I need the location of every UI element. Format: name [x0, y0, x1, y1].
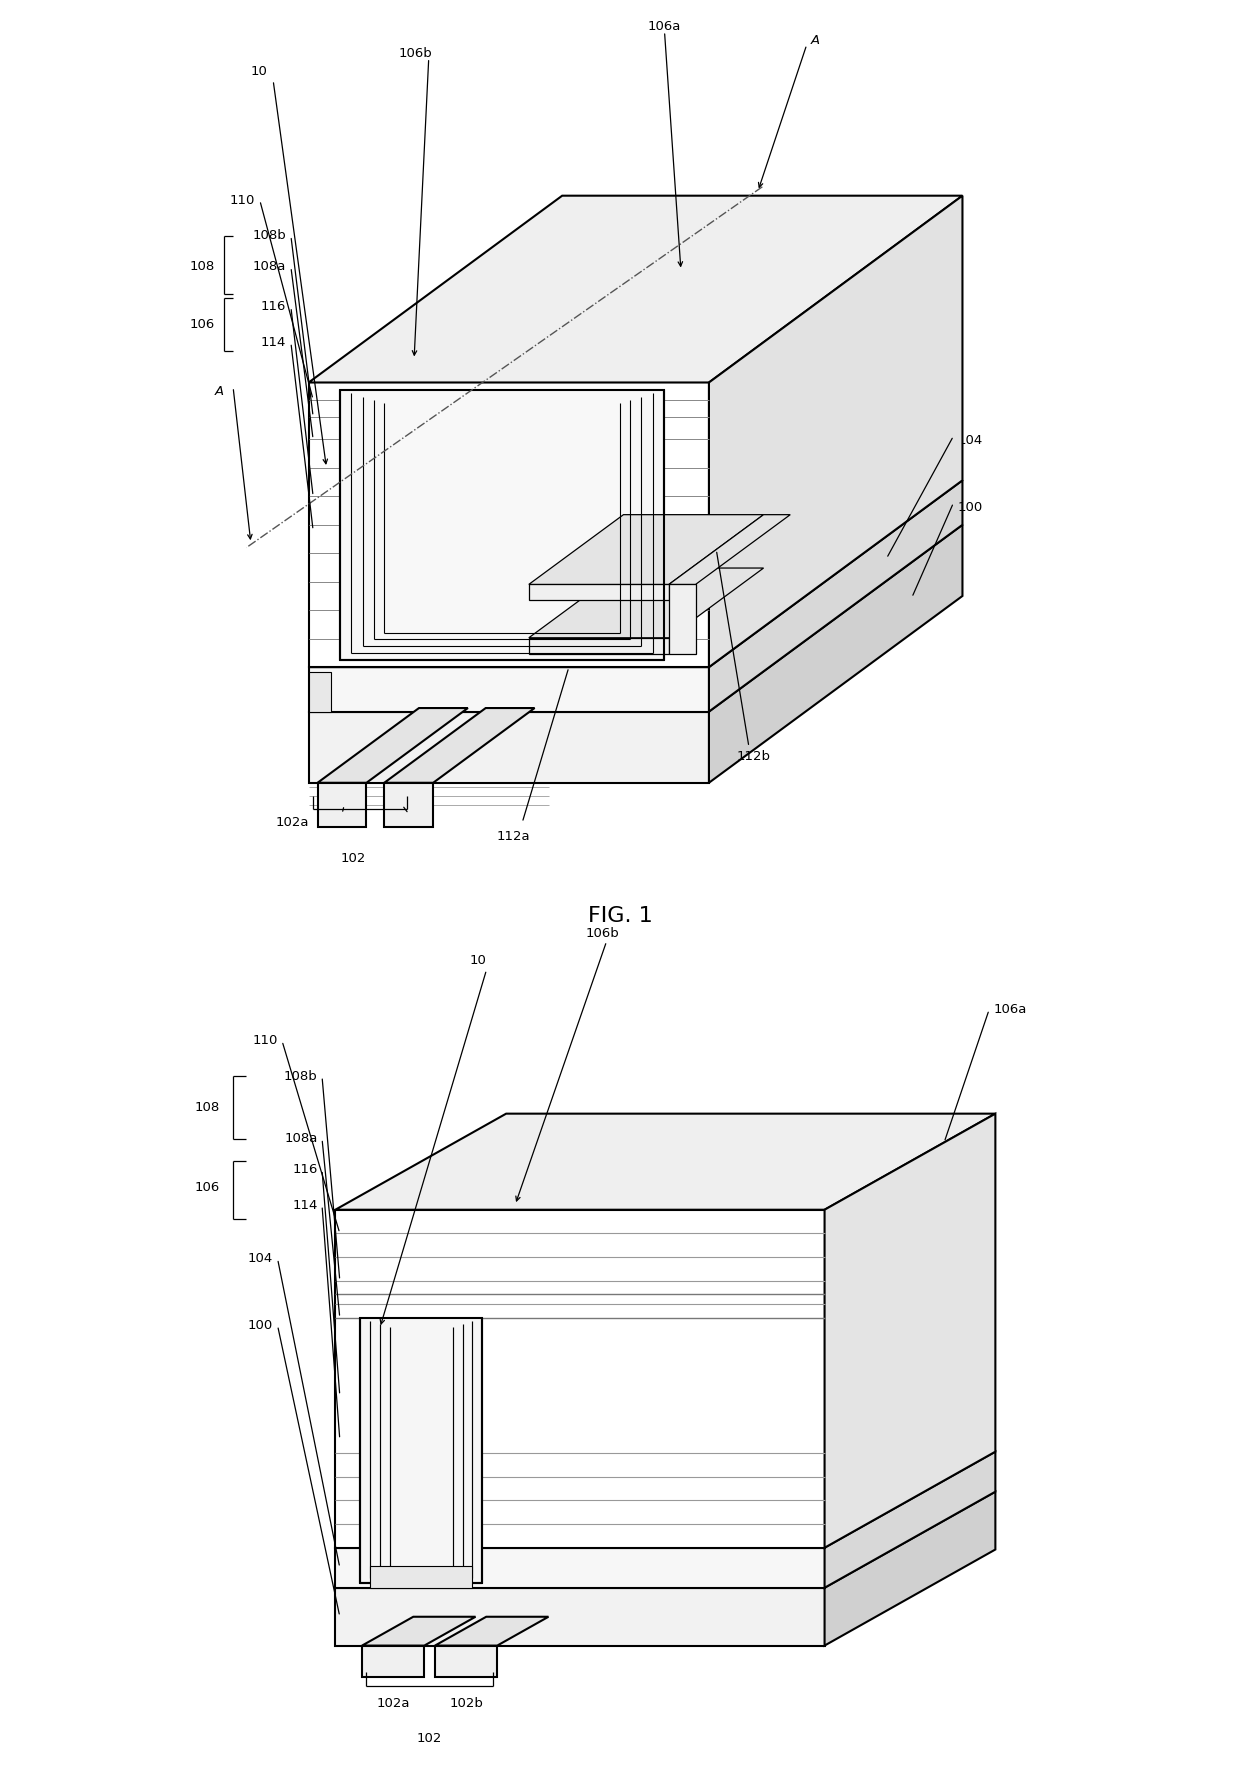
Text: 100: 100 [959, 500, 983, 514]
Polygon shape [825, 1114, 996, 1548]
Polygon shape [709, 525, 962, 783]
Text: 104: 104 [959, 434, 983, 447]
Polygon shape [709, 196, 962, 667]
Text: 102a: 102a [275, 817, 309, 829]
Polygon shape [335, 1587, 825, 1646]
Text: 108a: 108a [284, 1131, 317, 1146]
Polygon shape [435, 1617, 548, 1646]
Text: 116: 116 [293, 1163, 317, 1176]
Polygon shape [361, 1318, 482, 1583]
Polygon shape [362, 1617, 476, 1646]
Text: 106: 106 [195, 1181, 219, 1194]
Text: 114: 114 [293, 1199, 317, 1211]
Polygon shape [528, 568, 764, 639]
Polygon shape [825, 1452, 996, 1587]
Polygon shape [668, 514, 790, 584]
Text: 102a: 102a [377, 1697, 410, 1710]
Text: 108b: 108b [253, 229, 286, 242]
Polygon shape [309, 671, 331, 712]
Text: 108: 108 [195, 1101, 219, 1114]
Text: 108b: 108b [284, 1069, 317, 1083]
Polygon shape [340, 390, 665, 660]
Text: 106: 106 [190, 318, 216, 331]
Polygon shape [362, 1646, 424, 1676]
Text: 102: 102 [417, 1733, 443, 1745]
Polygon shape [309, 667, 709, 712]
Polygon shape [309, 525, 962, 712]
Polygon shape [709, 480, 962, 712]
Text: 106b: 106b [585, 927, 619, 941]
Polygon shape [317, 708, 467, 783]
Text: 104: 104 [248, 1252, 273, 1265]
Text: FIG. 1: FIG. 1 [588, 906, 652, 927]
Text: 110: 110 [229, 194, 255, 206]
Text: 100: 100 [248, 1318, 273, 1332]
Text: 10: 10 [250, 64, 268, 78]
Polygon shape [435, 1646, 497, 1676]
Polygon shape [335, 1548, 825, 1587]
Polygon shape [335, 1452, 996, 1548]
Text: 114: 114 [262, 336, 286, 349]
Text: 106a: 106a [993, 1003, 1027, 1016]
Polygon shape [825, 1491, 996, 1646]
Polygon shape [309, 712, 709, 783]
Polygon shape [335, 1114, 996, 1210]
Polygon shape [668, 584, 696, 655]
Text: 108a: 108a [253, 260, 286, 274]
Text: A: A [811, 34, 820, 46]
Polygon shape [317, 783, 367, 827]
Polygon shape [335, 1491, 996, 1587]
Polygon shape [335, 1210, 825, 1548]
Polygon shape [370, 1566, 472, 1587]
Text: 102b: 102b [449, 1697, 484, 1710]
Polygon shape [309, 382, 709, 667]
Polygon shape [528, 639, 668, 655]
Polygon shape [528, 514, 764, 584]
Text: 102b: 102b [398, 817, 432, 829]
Polygon shape [309, 480, 962, 667]
Polygon shape [309, 196, 962, 382]
Text: 108: 108 [190, 260, 216, 274]
Text: A: A [216, 384, 224, 398]
Text: 110: 110 [252, 1034, 278, 1048]
Text: 10: 10 [469, 954, 486, 968]
Text: 106a: 106a [647, 20, 681, 34]
Polygon shape [384, 708, 534, 783]
Text: 112b: 112b [737, 749, 770, 763]
Text: 106b: 106b [398, 46, 433, 60]
Text: 112a: 112a [496, 829, 529, 843]
Polygon shape [528, 584, 668, 600]
Text: 116: 116 [262, 301, 286, 313]
Text: 102: 102 [341, 852, 366, 865]
Polygon shape [384, 783, 433, 827]
